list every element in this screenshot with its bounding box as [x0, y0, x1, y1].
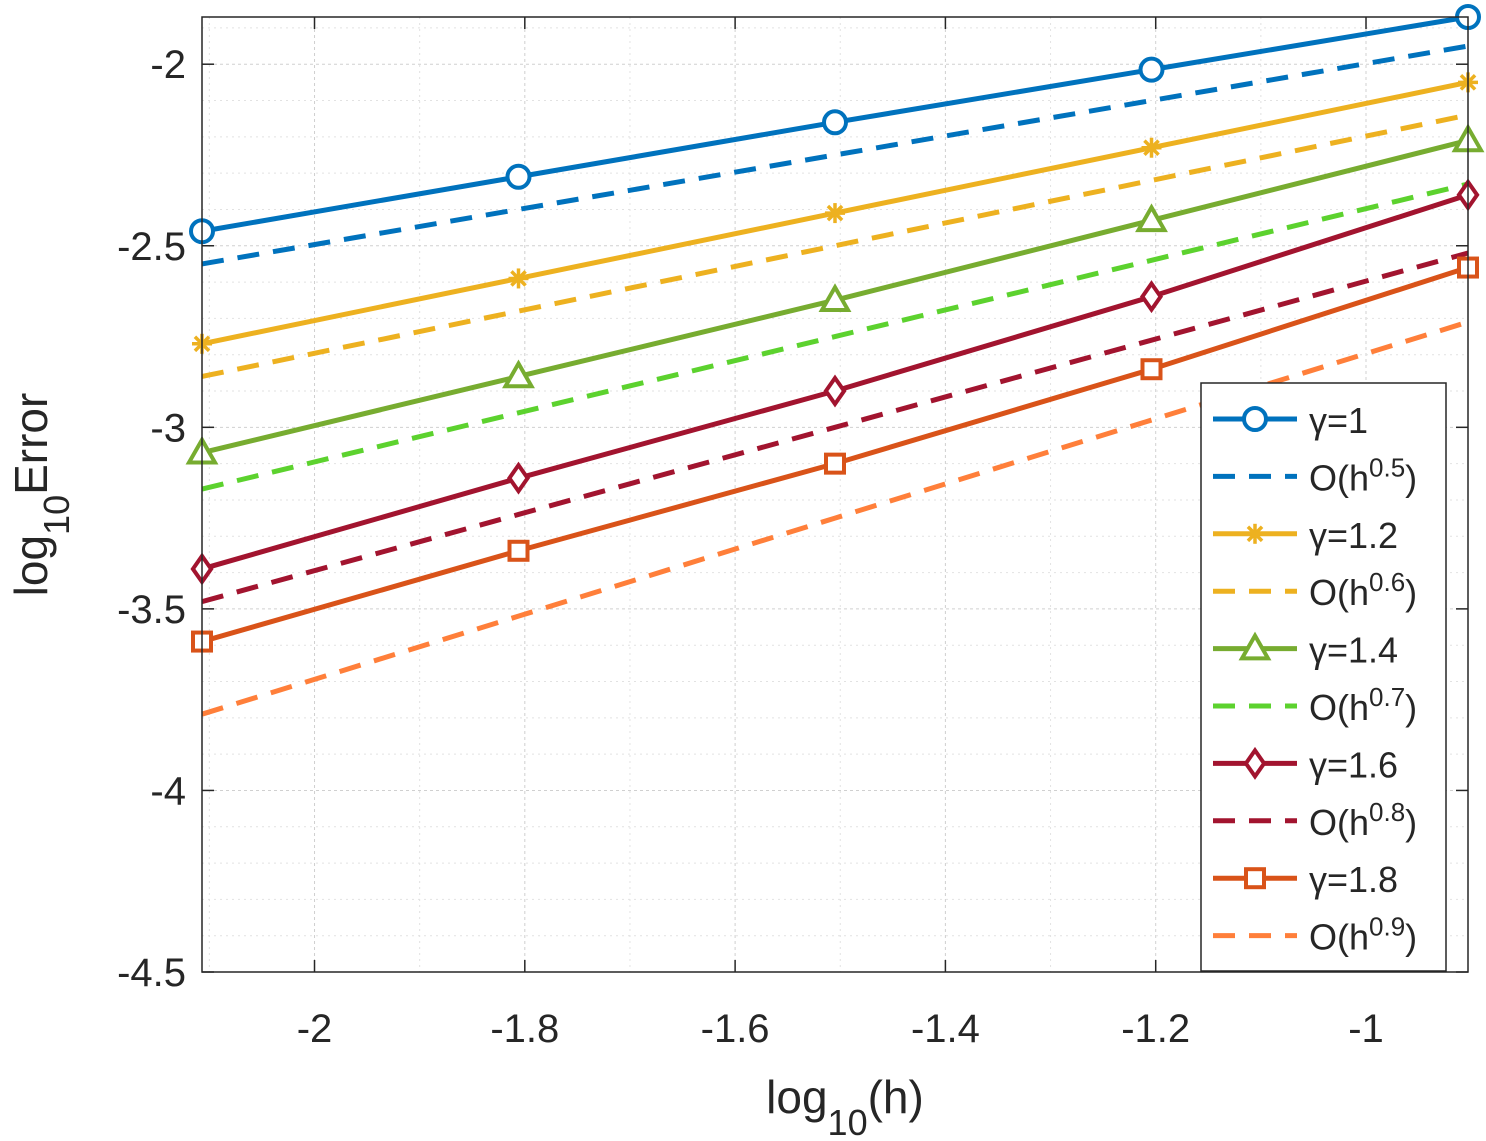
diamond-marker: [506, 461, 531, 495]
circle-marker: [1242, 406, 1268, 432]
y-tick-label: -3.5: [117, 588, 186, 632]
asterisk-marker: [825, 203, 845, 224]
y-tick-label: -2: [150, 43, 186, 87]
x-tick-label: -2: [297, 1007, 333, 1051]
grid-lines: [202, 17, 1468, 972]
circle-marker: [505, 163, 532, 190]
asterisk-marker: [1245, 523, 1265, 544]
legend-label: γ=1: [1309, 400, 1368, 441]
legend-label: O(h0.8): [1309, 797, 1417, 843]
triangle-marker: [818, 283, 852, 312]
y-tick-label: -4.5: [117, 951, 186, 995]
triangle-marker: [1238, 631, 1272, 661]
legend-label: γ=1.2: [1309, 515, 1398, 556]
x-tick-label: -1.6: [701, 1007, 770, 1051]
legend-label: O(h0.9): [1309, 912, 1417, 958]
axes-box: [201, 16, 1469, 973]
asterisk-stroke: [1143, 139, 1160, 157]
diamond-marker: [1243, 746, 1267, 780]
legend-item: γ=1.6: [1213, 744, 1398, 785]
reference-line: [201, 181, 1469, 492]
legend-box: [1200, 382, 1447, 972]
square-marker: [1140, 358, 1163, 381]
y-tick-labels: -4.5 -4 -3.5 -3 -2.5 -2: [117, 43, 186, 995]
asterisk-stroke: [826, 204, 844, 222]
diamond-marker: [823, 374, 847, 408]
y-tick-label: -2.5: [117, 225, 186, 269]
triangle-marker: [1135, 203, 1168, 233]
legend-item: γ=1: [1213, 400, 1368, 441]
legend-item: O(h0.6): [1213, 567, 1417, 613]
reference-line: [201, 319, 1469, 717]
legend-label: γ=1.8: [1309, 859, 1398, 900]
legend-item: O(h0.8): [1213, 797, 1417, 843]
series-10: [201, 319, 1469, 717]
series-1: [189, 4, 1481, 245]
y-axis-label: log10Error: [5, 393, 77, 597]
asterisk-stroke: [1246, 525, 1264, 543]
square-marker: [507, 539, 530, 562]
legend-item: O(h0.7): [1213, 682, 1417, 728]
legend-label: γ=1.6: [1309, 744, 1398, 785]
series-6: [201, 181, 1469, 492]
asterisk-marker: [1141, 137, 1162, 158]
legend-item: γ=1.2: [1213, 515, 1398, 556]
legend-item: γ=1.4: [1213, 630, 1398, 671]
square-marker: [1244, 867, 1266, 890]
legend-label: γ=1.4: [1309, 630, 1398, 671]
legend-item: γ=1.8: [1213, 859, 1398, 900]
x-tick-label: -1.8: [490, 1007, 559, 1051]
circle-marker: [822, 109, 848, 136]
legend-item: O(h0.5): [1213, 452, 1417, 498]
series-8: [201, 250, 1469, 605]
x-tick-label: -1.4: [911, 1007, 980, 1051]
x-tick-label: -1.2: [1121, 1007, 1190, 1051]
square-marker: [824, 452, 846, 475]
x-tick-labels: -2 -1.8 -1.6 -1.4 -1.2 -1: [297, 1007, 1384, 1051]
legend-label: O(h0.7): [1309, 682, 1417, 728]
diamond-marker: [1139, 280, 1164, 314]
asterisk-stroke: [510, 270, 527, 287]
asterisk-marker: [508, 268, 529, 289]
legend: γ=1 O(h0.5) γ=1.2 O(h0.6) γ=1.4 O(h0.7) γ=1.6 O…: [1200, 382, 1447, 972]
legend-item: O(h0.9): [1213, 912, 1417, 958]
series-7: [190, 178, 1480, 586]
circle-marker: [1138, 56, 1165, 83]
legend-label: O(h0.5): [1309, 452, 1417, 498]
y-tick-label: -4: [150, 769, 186, 813]
y-tick-label: -3: [150, 406, 186, 450]
x-tick-label: -1: [1348, 1007, 1384, 1051]
x-axis-label: log10(h): [766, 1071, 924, 1141]
reference-line: [201, 250, 1469, 605]
series-layer: [185, 4, 1485, 717]
legend-label: O(h0.6): [1309, 567, 1417, 613]
triangle-marker: [502, 359, 535, 389]
